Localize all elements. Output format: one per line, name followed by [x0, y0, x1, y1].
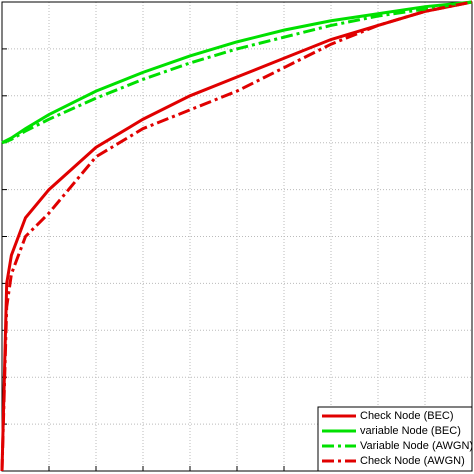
- legend-label: Variable Node (AWGN): [360, 440, 473, 452]
- series-line: [1, 0, 473, 145]
- legend-label: variable Node (BEC): [360, 425, 461, 437]
- legend-label: Check Node (BEC): [360, 410, 454, 422]
- legend-label: Check Node (AWGN): [360, 455, 465, 467]
- legend-box: [317, 406, 473, 472]
- series-line: [1, 0, 473, 145]
